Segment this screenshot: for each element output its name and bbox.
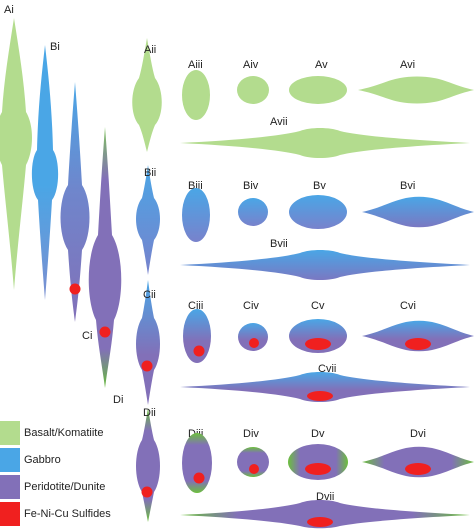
- sulfide-blob: [307, 391, 333, 401]
- body-Bvi: [362, 196, 474, 228]
- label-Cii: Cii: [143, 289, 156, 301]
- legend-item-sulfide: Fe-Ni-Cu Sulfides: [0, 502, 111, 526]
- legend-item-gabbro: Gabbro: [0, 448, 61, 472]
- label-Av: Av: [315, 59, 328, 71]
- label-Cv: Cv: [311, 300, 325, 312]
- body-Cv: [289, 319, 347, 353]
- body-Av: [289, 76, 347, 104]
- sulfide-blob: [141, 486, 153, 498]
- body-Dv: [288, 444, 348, 480]
- body-Bvii: [180, 250, 470, 280]
- label-Aii: Aii: [144, 44, 156, 56]
- label-Biv: Biv: [243, 180, 259, 192]
- body-Aii: [132, 38, 162, 152]
- legend-label-gabbro: Gabbro: [24, 454, 61, 466]
- body-Ci: [60, 82, 90, 322]
- sulfide-blob: [405, 463, 431, 475]
- label-Dvi: Dvi: [410, 428, 426, 440]
- label-Bvii: Bvii: [270, 238, 288, 250]
- label-Di: Di: [113, 394, 123, 406]
- label-Div: Div: [243, 428, 259, 440]
- legend-label-sulfide: Fe-Ni-Cu Sulfides: [24, 508, 111, 520]
- sulfide-blob: [249, 464, 259, 474]
- body-Cvii: [180, 372, 470, 402]
- body-Dvii: [180, 500, 470, 529]
- legend-item-basalt: Basalt/Komatiite: [0, 421, 103, 445]
- legend-item-peridotite: Peridotite/Dunite: [0, 475, 105, 499]
- body-Bi: [31, 45, 59, 300]
- body-Avii: [180, 128, 470, 158]
- body-Biii: [182, 188, 210, 242]
- label-Ci: Ci: [82, 330, 92, 342]
- sulfide-blob: [405, 338, 431, 350]
- sulfide-blob: [193, 345, 205, 357]
- body-Civ: [238, 323, 268, 351]
- body-Bii: [136, 165, 160, 275]
- legend-label-basalt: Basalt/Komatiite: [24, 427, 103, 439]
- body-Bv: [289, 195, 347, 229]
- label-Aiv: Aiv: [243, 59, 259, 71]
- label-Dvii: Dvii: [316, 491, 334, 503]
- label-Bii: Bii: [144, 167, 156, 179]
- body-Div: [237, 447, 269, 477]
- label-Bv: Bv: [313, 180, 326, 192]
- label-Ciii: Ciii: [188, 300, 203, 312]
- legend-swatch-gabbro: [0, 448, 20, 472]
- label-Ai: Ai: [4, 4, 14, 16]
- sulfide-blob: [305, 338, 331, 350]
- body-Aiv: [237, 76, 269, 104]
- label-Bvi: Bvi: [400, 180, 415, 192]
- body-Aiii: [182, 70, 210, 120]
- sulfide-blob: [249, 338, 259, 348]
- legend: Basalt/Komatiite Gabbro Peridotite/Dunit…: [0, 421, 111, 526]
- legend-swatch-basalt: [0, 421, 20, 445]
- body-Dvi: [362, 446, 474, 478]
- label-Civ: Civ: [243, 300, 259, 312]
- body-Biv: [238, 198, 268, 226]
- body-Dii: [136, 408, 160, 522]
- label-Avi: Avi: [400, 59, 415, 71]
- sulfide-blob: [307, 517, 333, 527]
- label-Dv: Dv: [311, 428, 325, 440]
- sulfide-blob: [305, 463, 331, 475]
- body-Di: [88, 127, 122, 388]
- sulfide-blob: [99, 326, 111, 338]
- label-Bi: Bi: [50, 41, 60, 53]
- legend-swatch-sulfide: [0, 502, 20, 526]
- sulfide-blob: [69, 283, 81, 295]
- label-Cvii: Cvii: [318, 363, 336, 375]
- body-Cvi: [362, 320, 474, 352]
- legend-swatch-peridotite: [0, 475, 20, 499]
- label-Aiii: Aiii: [188, 59, 203, 71]
- body-Ai: [0, 18, 32, 290]
- legend-label-peridotite: Peridotite/Dunite: [24, 481, 105, 493]
- body-Cii: [136, 280, 160, 405]
- label-Cvi: Cvi: [400, 300, 416, 312]
- label-Avii: Avii: [270, 116, 288, 128]
- sulfide-blob: [141, 360, 153, 372]
- label-Dii: Dii: [143, 407, 156, 419]
- sulfide-blob: [193, 472, 205, 484]
- body-Diii: [182, 433, 212, 493]
- body-Avi: [358, 76, 474, 104]
